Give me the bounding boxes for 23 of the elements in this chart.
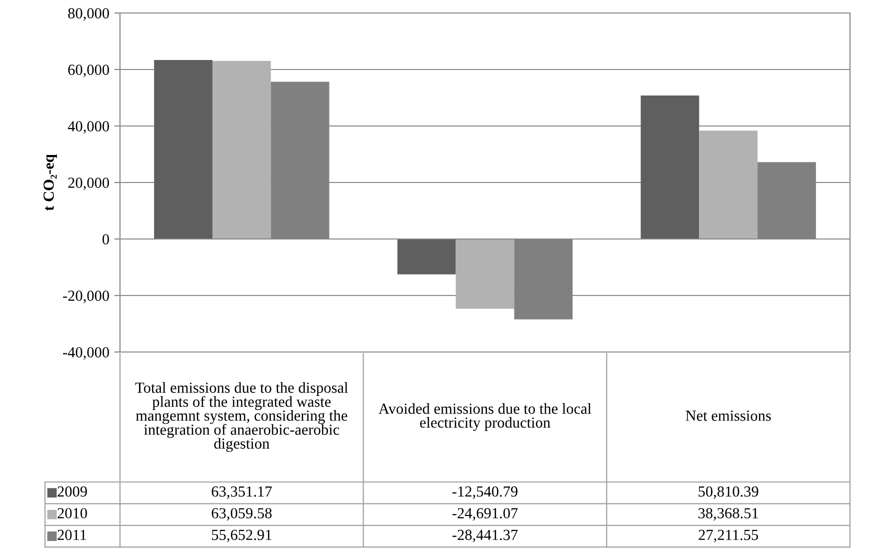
x-tick-label: Avoided emissions due to the local electricity production	[378, 403, 592, 431]
data-label: -28,441.37	[452, 530, 518, 542]
legend-label: 2010	[58, 508, 87, 518]
x-tick-label: Total emissions due to the disposal plants of the integrated waste mangemnt system, considering the integration of anaerobic-aerobic digestion	[135, 382, 348, 452]
y-tick-label: 80,000	[68, 8, 109, 21]
data-label: 63,059.58	[212, 508, 272, 521]
legend-label: 2009	[58, 486, 87, 497]
data-label: 55,652.91	[212, 530, 272, 542]
y-tick-label: 60,000	[68, 64, 109, 78]
y-tick-label: 20,000	[68, 178, 109, 190]
data-label: -12,540.79	[452, 486, 518, 499]
data-label: 27,211.55	[698, 530, 758, 542]
y-tick-label: -40,000	[63, 347, 109, 360]
legend-label: 2011	[58, 530, 86, 540]
x-tick-label: Net emissions	[686, 410, 771, 421]
data-label: -24,691.07	[452, 508, 518, 521]
data-label: 63,351.17	[212, 486, 272, 499]
y-tick-label: -20,000	[63, 290, 109, 304]
data-label: 50,810.39	[698, 486, 758, 499]
y-tick-label: 40,000	[68, 121, 109, 134]
data-label: 38,368.51	[698, 508, 758, 521]
y-axis-title: t CO₂-eq	[44, 154, 57, 211]
y-tick-label: 0	[102, 234, 109, 244]
